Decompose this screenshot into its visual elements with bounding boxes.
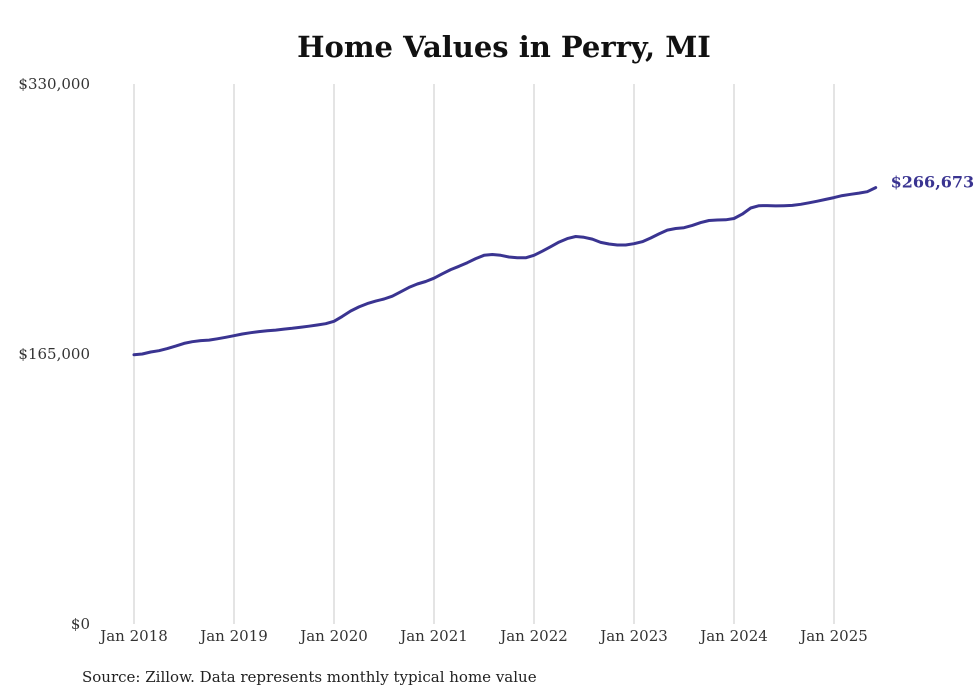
x-tick-label: Jan 2018 <box>98 627 168 645</box>
x-tick-label: Jan 2025 <box>798 627 868 645</box>
y-axis-ticks: $0 $165,000 $330,000 <box>18 75 90 633</box>
x-tick-label: Jan 2021 <box>398 627 468 645</box>
series-line <box>132 186 878 357</box>
y-tick-label: $165,000 <box>18 345 90 363</box>
x-axis-ticks: Jan 2018 Jan 2019 Jan 2020 Jan 2021 Jan 2022… <box>98 627 868 645</box>
x-tick-label: Jan 2022 <box>498 627 568 645</box>
x-tick-label: Jan 2023 <box>598 627 668 645</box>
source-note: Source: Zillow. Data represents monthly … <box>82 668 537 686</box>
x-tick-label: Jan 2024 <box>698 627 768 645</box>
y-tick-label: $0 <box>71 615 90 633</box>
grid-lines <box>133 84 835 624</box>
end-value-label: $266,673 <box>891 173 975 192</box>
x-tick-label: Jan 2020 <box>298 627 368 645</box>
chart-title: Home Values in Perry, MI <box>297 30 711 64</box>
y-tick-label: $330,000 <box>18 75 90 93</box>
x-tick-label: Jan 2019 <box>198 627 268 645</box>
